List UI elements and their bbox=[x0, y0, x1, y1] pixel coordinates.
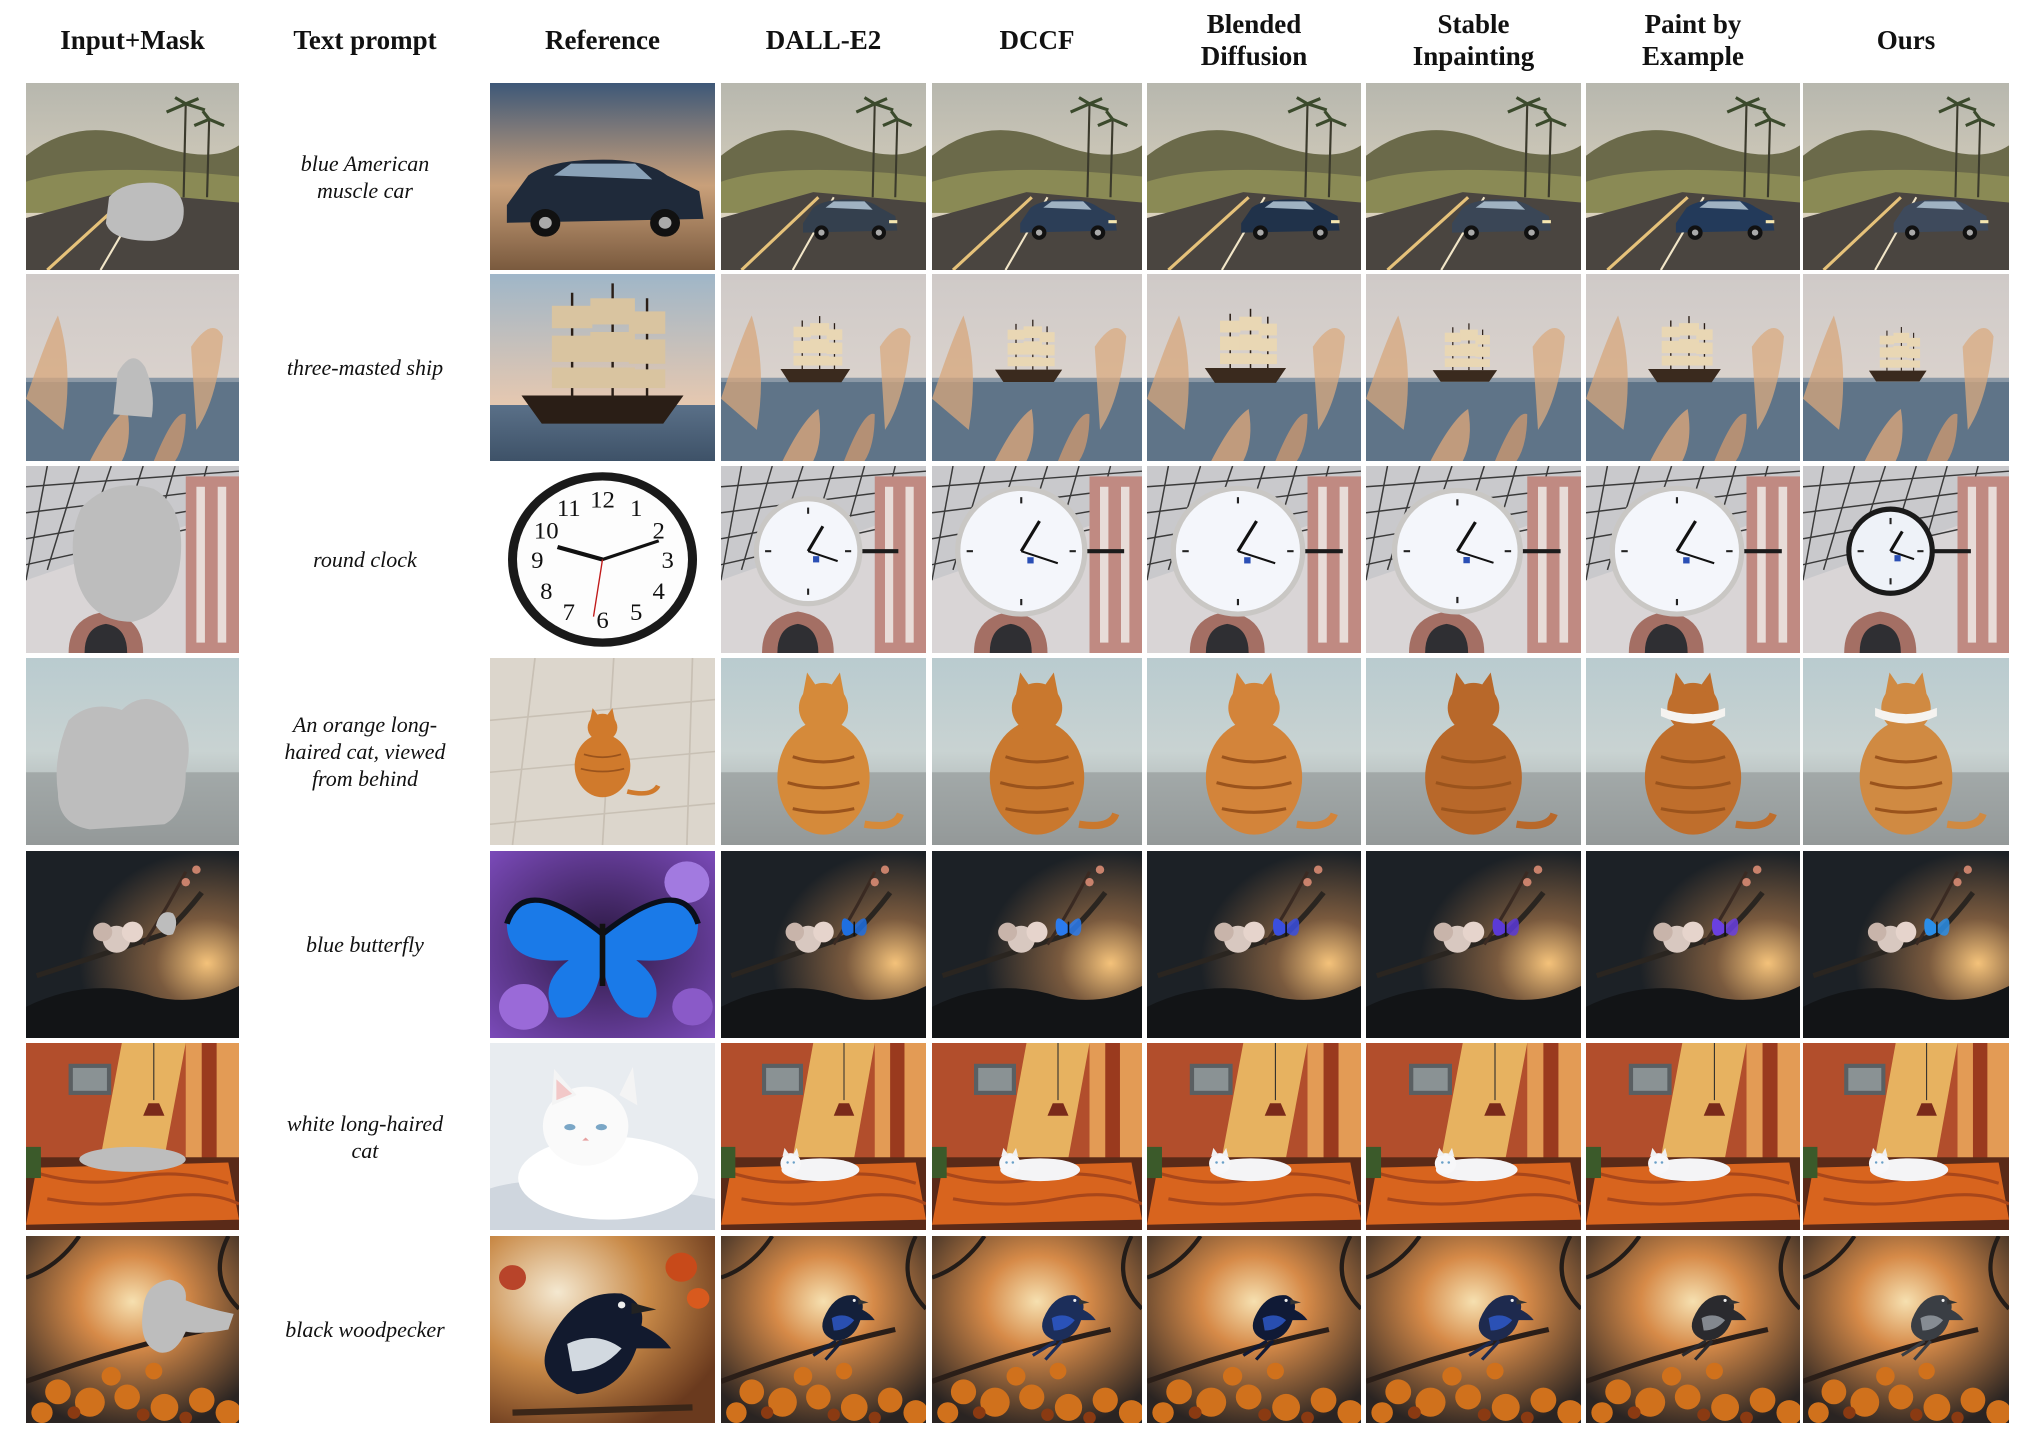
text-prompt: blue American muscle car bbox=[300, 150, 430, 203]
svg-text:8: 8 bbox=[540, 580, 552, 605]
input-mask-image bbox=[26, 851, 239, 1038]
svg-text:3: 3 bbox=[662, 549, 674, 574]
ours-header: Ours bbox=[1876, 25, 1936, 55]
dccf-result-image bbox=[932, 658, 1142, 845]
paint-by-example-result-image bbox=[1586, 274, 1800, 461]
svg-text:11: 11 bbox=[557, 497, 581, 522]
blended-diffusion-result-image bbox=[1147, 466, 1361, 653]
dccf-header: DCCF bbox=[999, 25, 1075, 55]
input-mask-header: Input+Mask bbox=[60, 25, 205, 55]
dalle2-result-image bbox=[721, 658, 926, 845]
paint-by-example-result-image bbox=[1586, 466, 1800, 653]
text-prompt: blue butterfly bbox=[306, 932, 424, 957]
stable-inpainting-result-image bbox=[1366, 851, 1581, 1038]
blended-diffusion-result-image bbox=[1147, 83, 1361, 270]
reference-image bbox=[490, 274, 715, 461]
stable-inpainting-result-image bbox=[1366, 466, 1581, 653]
input-mask-image bbox=[26, 1236, 239, 1423]
dccf-result-image bbox=[932, 851, 1142, 1038]
paint-by-example-result-image bbox=[1586, 851, 1800, 1038]
dalle2-header: DALL-E2 bbox=[765, 25, 882, 55]
reference-image bbox=[490, 83, 715, 270]
dccf-result-image bbox=[932, 1043, 1142, 1230]
input-mask-image bbox=[26, 466, 239, 653]
ours-result-image bbox=[1803, 851, 2009, 1038]
svg-text:4: 4 bbox=[653, 580, 665, 605]
svg-text:7: 7 bbox=[563, 601, 575, 626]
dalle2-result-image bbox=[721, 851, 926, 1038]
svg-text:1: 1 bbox=[630, 497, 642, 522]
stable-inpainting-header: Stable Inpainting bbox=[1412, 9, 1535, 71]
dccf-result-image bbox=[932, 83, 1142, 270]
text-prompt: round clock bbox=[313, 547, 417, 572]
svg-text:12: 12 bbox=[590, 488, 615, 513]
reference-image bbox=[490, 1043, 715, 1230]
paint-by-example-result-image bbox=[1586, 1043, 1800, 1230]
dalle2-result-image bbox=[721, 274, 926, 461]
ours-result-image bbox=[1803, 274, 2009, 461]
dccf-result-image bbox=[932, 466, 1142, 653]
input-mask-image bbox=[26, 274, 239, 461]
input-mask-image bbox=[26, 83, 239, 270]
reference-image bbox=[490, 1236, 715, 1423]
svg-text:10: 10 bbox=[534, 520, 559, 545]
dalle2-result-image bbox=[721, 1236, 926, 1423]
paint-by-example-result-image bbox=[1586, 83, 1800, 270]
text-prompt: three-masted ship bbox=[286, 355, 444, 380]
stable-inpainting-result-image bbox=[1366, 658, 1581, 845]
blended-diffusion-result-image bbox=[1147, 1043, 1361, 1230]
svg-text:5: 5 bbox=[630, 601, 642, 626]
paint-by-example-result-image bbox=[1586, 658, 1800, 845]
paint-by-example-header: Paint by Example bbox=[1641, 9, 1744, 71]
dccf-result-image bbox=[932, 274, 1142, 461]
blended-diffusion-result-image bbox=[1147, 274, 1361, 461]
ours-result-image bbox=[1803, 466, 2009, 653]
ours-result-image bbox=[1803, 1236, 2009, 1423]
text-prompt: black woodpecker bbox=[285, 1317, 445, 1342]
dccf-result-image bbox=[932, 1236, 1142, 1423]
svg-text:2: 2 bbox=[653, 520, 665, 545]
stable-inpainting-result-image bbox=[1366, 1043, 1581, 1230]
paint-by-example-result-image bbox=[1586, 1236, 1800, 1423]
svg-text:6: 6 bbox=[596, 609, 608, 634]
input-mask-image bbox=[26, 658, 239, 845]
svg-text:9: 9 bbox=[531, 549, 543, 574]
ours-result-image bbox=[1803, 1043, 2009, 1230]
stable-inpainting-result-image bbox=[1366, 83, 1581, 270]
reference-image bbox=[490, 851, 715, 1038]
dalle2-result-image bbox=[721, 1043, 926, 1230]
blended-diffusion-result-image bbox=[1147, 1236, 1361, 1423]
text-prompt-header: Text prompt bbox=[293, 25, 437, 55]
blended-diffusion-result-image bbox=[1147, 658, 1361, 845]
reference-image bbox=[490, 658, 715, 845]
dalle2-result-image bbox=[721, 83, 926, 270]
input-mask-image bbox=[26, 1043, 239, 1230]
reference-header: Reference bbox=[545, 25, 660, 55]
ours-result-image bbox=[1803, 83, 2009, 270]
blended-diffusion-result-image bbox=[1147, 851, 1361, 1038]
ours-result-image bbox=[1803, 658, 2009, 845]
text-prompt: An orange long- haired cat, viewed from … bbox=[284, 712, 446, 791]
blended-diffusion-header: Blended Diffusion bbox=[1200, 9, 1308, 71]
stable-inpainting-result-image bbox=[1366, 1236, 1581, 1423]
stable-inpainting-result-image bbox=[1366, 274, 1581, 461]
text-prompt: white long-haired cat bbox=[286, 1110, 444, 1163]
dalle2-result-image bbox=[721, 466, 926, 653]
